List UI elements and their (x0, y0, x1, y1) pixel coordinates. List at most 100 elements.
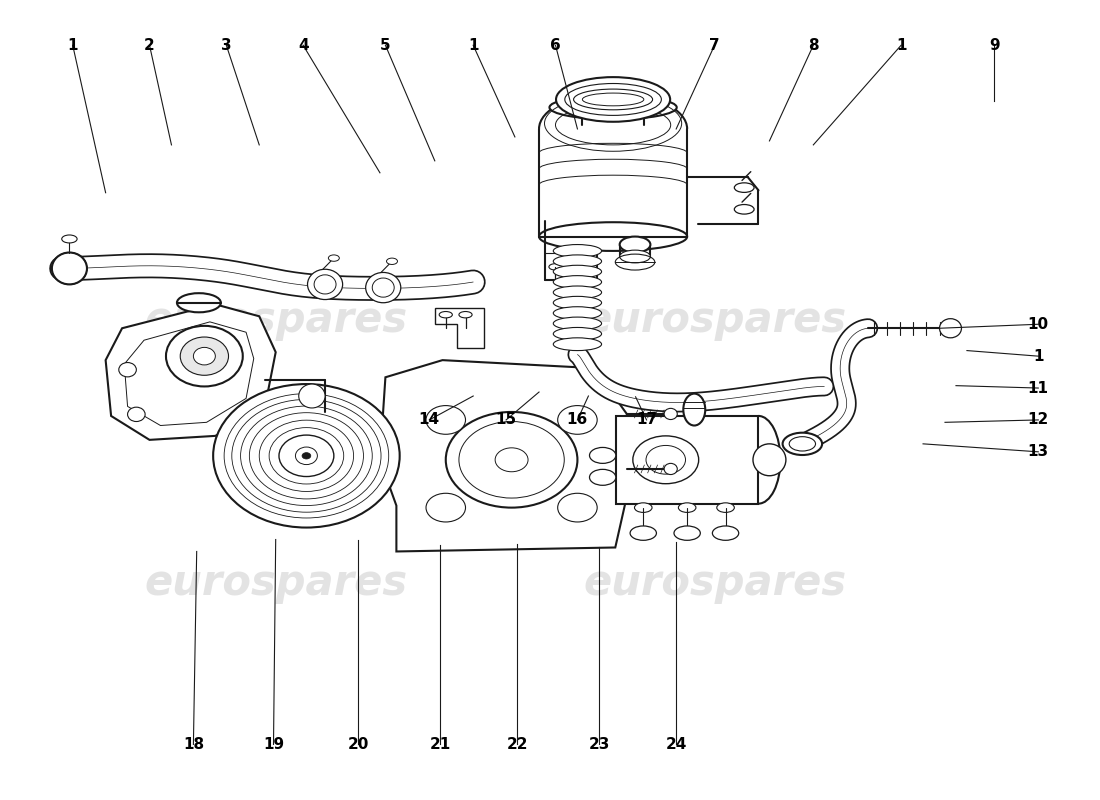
Text: 20: 20 (348, 737, 369, 752)
Text: 23: 23 (588, 737, 610, 752)
Ellipse shape (553, 276, 602, 288)
Ellipse shape (582, 93, 643, 106)
Text: 19: 19 (263, 737, 284, 752)
Text: eurospares: eurospares (144, 299, 407, 342)
Ellipse shape (754, 444, 785, 476)
Text: 21: 21 (430, 737, 451, 752)
Polygon shape (434, 308, 484, 348)
Ellipse shape (194, 347, 216, 365)
Ellipse shape (789, 437, 815, 451)
Text: 1: 1 (468, 38, 478, 53)
Ellipse shape (646, 446, 685, 474)
Ellipse shape (553, 306, 602, 319)
Ellipse shape (558, 406, 597, 434)
Ellipse shape (735, 183, 755, 193)
Text: 6: 6 (550, 38, 561, 53)
Ellipse shape (558, 494, 597, 522)
Text: 11: 11 (1027, 381, 1048, 395)
Ellipse shape (679, 503, 696, 513)
Ellipse shape (553, 245, 602, 258)
Ellipse shape (180, 337, 229, 375)
Ellipse shape (495, 448, 528, 472)
Text: 24: 24 (666, 737, 686, 752)
Text: 10: 10 (1027, 317, 1048, 332)
Ellipse shape (630, 526, 657, 540)
Ellipse shape (213, 384, 399, 527)
Text: 2: 2 (144, 38, 155, 53)
Ellipse shape (717, 503, 735, 513)
Ellipse shape (52, 253, 87, 285)
Ellipse shape (177, 293, 221, 312)
Ellipse shape (426, 494, 465, 522)
Text: 3: 3 (221, 38, 232, 53)
Ellipse shape (664, 408, 678, 419)
Ellipse shape (553, 266, 602, 278)
Ellipse shape (299, 384, 326, 408)
Text: 7: 7 (710, 38, 719, 53)
Ellipse shape (302, 453, 311, 459)
Ellipse shape (553, 286, 602, 298)
Ellipse shape (549, 264, 562, 270)
Ellipse shape (619, 237, 650, 253)
Text: eurospares: eurospares (583, 299, 846, 342)
Text: 5: 5 (381, 38, 390, 53)
Ellipse shape (372, 278, 394, 297)
Ellipse shape (556, 77, 670, 122)
Text: 13: 13 (1027, 444, 1048, 459)
Text: eurospares: eurospares (144, 562, 407, 604)
Ellipse shape (166, 326, 243, 386)
Ellipse shape (119, 362, 136, 377)
Polygon shape (379, 360, 627, 551)
Ellipse shape (782, 433, 822, 455)
Ellipse shape (664, 463, 678, 474)
Text: 9: 9 (989, 38, 1000, 53)
Ellipse shape (553, 327, 602, 340)
Ellipse shape (571, 264, 584, 270)
Ellipse shape (735, 205, 755, 214)
Ellipse shape (553, 255, 602, 268)
Text: 16: 16 (566, 413, 588, 427)
Ellipse shape (365, 273, 400, 302)
Text: 15: 15 (495, 413, 517, 427)
Ellipse shape (550, 95, 676, 119)
Ellipse shape (315, 275, 336, 294)
Ellipse shape (459, 422, 564, 498)
Text: 4: 4 (298, 38, 308, 53)
Ellipse shape (553, 317, 602, 330)
Ellipse shape (446, 412, 578, 508)
Text: 18: 18 (183, 737, 204, 752)
Text: 17: 17 (636, 413, 657, 427)
Ellipse shape (308, 270, 342, 299)
Ellipse shape (553, 338, 602, 350)
Ellipse shape (539, 222, 688, 251)
Ellipse shape (619, 250, 650, 263)
Ellipse shape (674, 526, 701, 540)
Ellipse shape (683, 394, 705, 426)
Ellipse shape (564, 83, 661, 115)
Ellipse shape (632, 436, 698, 484)
Ellipse shape (459, 311, 472, 318)
Text: 22: 22 (506, 737, 528, 752)
Bar (616, 416, 759, 504)
Ellipse shape (386, 258, 397, 265)
Text: 14: 14 (419, 413, 440, 427)
Text: eurospares: eurospares (583, 562, 846, 604)
Ellipse shape (439, 311, 452, 318)
Ellipse shape (62, 235, 77, 243)
Ellipse shape (635, 503, 652, 513)
Ellipse shape (553, 296, 602, 309)
Polygon shape (106, 304, 276, 440)
Ellipse shape (128, 407, 145, 422)
Ellipse shape (573, 89, 652, 110)
Ellipse shape (590, 470, 616, 486)
Ellipse shape (279, 435, 333, 477)
Text: 1: 1 (67, 38, 78, 53)
Ellipse shape (939, 318, 961, 338)
Text: 1: 1 (895, 38, 906, 53)
Ellipse shape (296, 447, 318, 465)
Ellipse shape (426, 406, 465, 434)
Ellipse shape (590, 447, 616, 463)
Ellipse shape (713, 526, 739, 540)
Text: 1: 1 (1033, 349, 1044, 364)
Text: 12: 12 (1027, 413, 1049, 427)
